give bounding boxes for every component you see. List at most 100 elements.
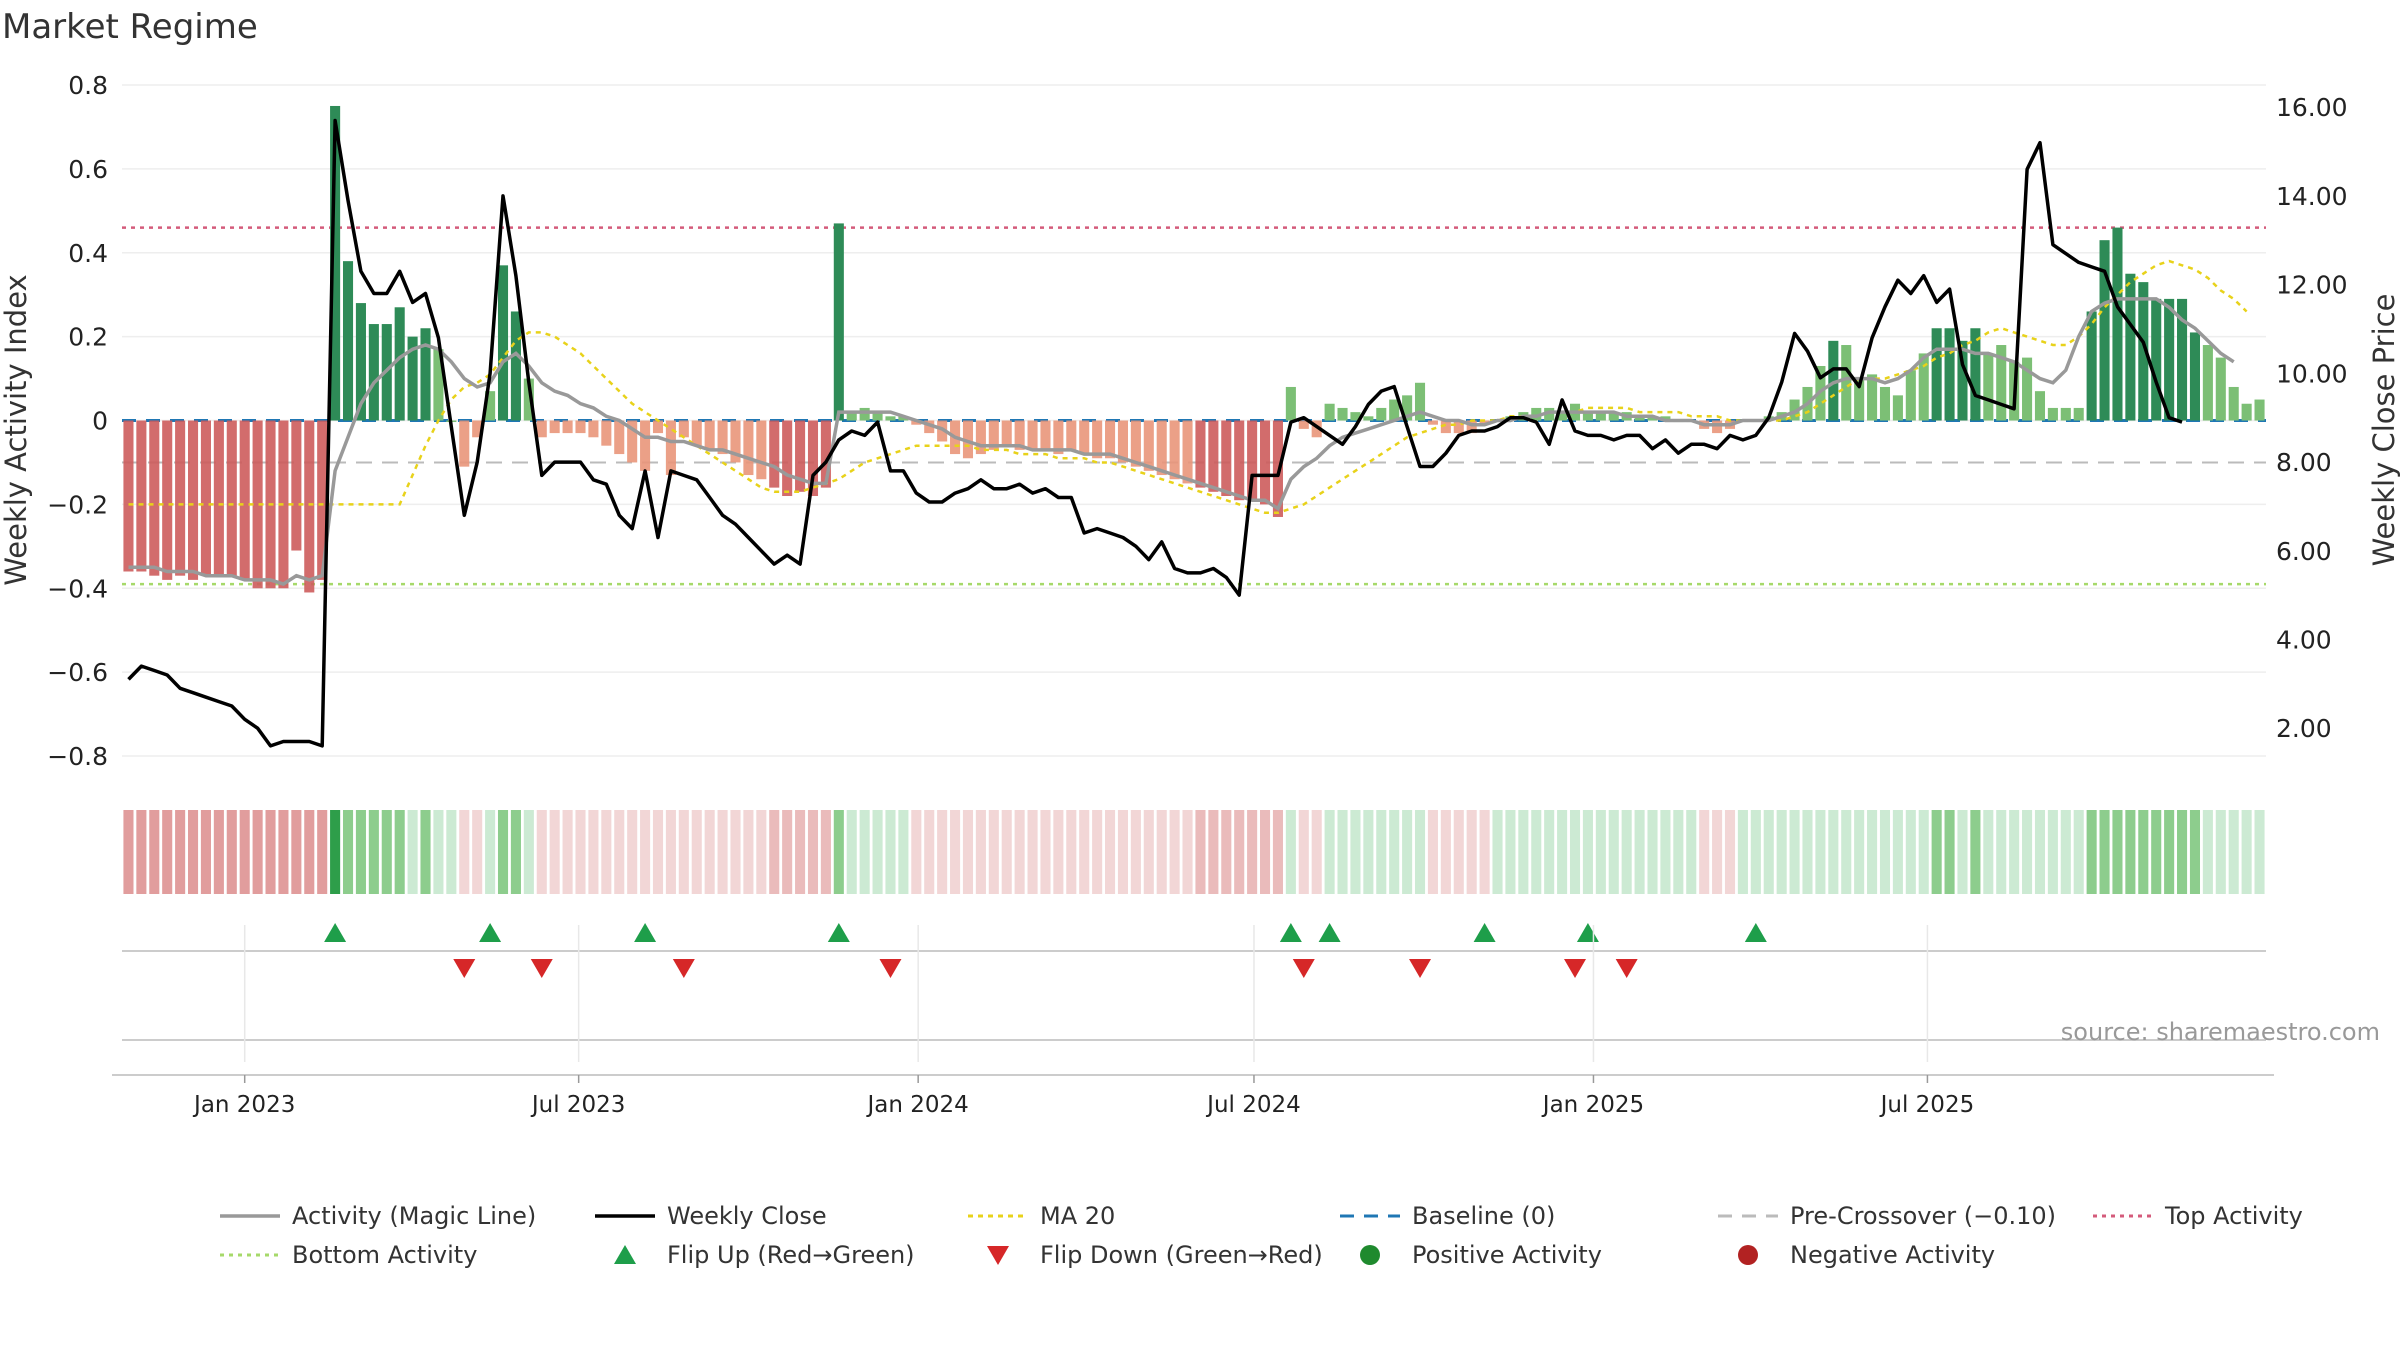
activity-bar bbox=[1389, 399, 1400, 421]
regime-cell bbox=[1686, 810, 1697, 894]
regime-cell bbox=[1841, 810, 1852, 894]
activity-bar bbox=[2086, 311, 2097, 421]
regime-cell bbox=[1879, 810, 1891, 894]
regime-cell bbox=[2151, 810, 2162, 894]
activity-bar bbox=[136, 420, 147, 572]
activity-bar bbox=[226, 420, 237, 576]
activity-bar bbox=[614, 420, 625, 455]
regime-cell bbox=[1557, 810, 1568, 894]
flip-down-marker bbox=[1292, 959, 1315, 978]
regime-cell bbox=[1673, 810, 1684, 894]
legend-item: Activity (Magic Line) bbox=[220, 1202, 536, 1230]
activity-bar bbox=[1040, 420, 1051, 450]
regime-cell bbox=[252, 810, 263, 894]
regime-cell bbox=[536, 810, 547, 894]
regime-cell bbox=[175, 810, 186, 894]
regime-cell bbox=[1479, 810, 1490, 894]
regime-cell bbox=[2254, 810, 2265, 894]
activity-bar bbox=[2073, 407, 2084, 421]
regime-cell bbox=[1983, 810, 1994, 894]
regime-cell bbox=[1066, 810, 1077, 894]
regime-cell bbox=[433, 810, 444, 894]
regime-cell bbox=[1957, 810, 1968, 894]
legend-swatch bbox=[1738, 1245, 1758, 1265]
flip-up-marker bbox=[827, 923, 850, 942]
activity-bar bbox=[588, 420, 599, 438]
activity-bar bbox=[1092, 420, 1103, 459]
y-tick-label: −0.2 bbox=[47, 490, 108, 519]
regime-cell bbox=[317, 810, 328, 894]
y2-tick-label: 6.00 bbox=[2276, 537, 2332, 566]
regime-cell bbox=[187, 810, 199, 894]
regime-cell bbox=[407, 810, 418, 894]
regime-cell bbox=[1376, 810, 1387, 894]
regime-cell bbox=[975, 810, 986, 894]
activity-bar bbox=[549, 420, 560, 434]
y-tick-label: −0.6 bbox=[47, 658, 108, 687]
regime-cell bbox=[1298, 810, 1309, 894]
activity-bar bbox=[1234, 420, 1245, 501]
activity-bar bbox=[1259, 420, 1271, 505]
activity-bar bbox=[2189, 332, 2201, 421]
activity-bar bbox=[2099, 240, 2110, 421]
activity-bar bbox=[2060, 407, 2071, 421]
regime-cell bbox=[1285, 810, 1296, 894]
activity-bar bbox=[1402, 395, 1413, 421]
activity-bar bbox=[1647, 416, 1658, 421]
activity-bar bbox=[678, 420, 689, 438]
activity-bar bbox=[1247, 420, 1258, 501]
activity-bar bbox=[1298, 420, 1309, 429]
regime-cell bbox=[472, 810, 483, 894]
regime-cell bbox=[1182, 810, 1193, 894]
regime-cell bbox=[2099, 810, 2110, 894]
regime-cell bbox=[497, 810, 509, 894]
activity-bar bbox=[433, 349, 444, 421]
regime-cell bbox=[1931, 810, 1942, 894]
regime-cell bbox=[1996, 810, 2007, 894]
regime-cell bbox=[2164, 810, 2175, 894]
reference-lines bbox=[122, 226, 2266, 586]
activity-bar bbox=[846, 412, 857, 421]
regime-cell bbox=[1130, 810, 1141, 894]
flip-down-marker bbox=[453, 959, 476, 978]
activity-bar bbox=[2164, 298, 2175, 421]
activity-bar bbox=[1608, 412, 1619, 421]
regime-cell bbox=[1337, 810, 1348, 894]
regime-cell bbox=[652, 810, 664, 894]
activity-bar bbox=[1117, 420, 1129, 463]
regime-cell bbox=[820, 810, 831, 894]
activity-bar bbox=[291, 420, 302, 551]
activity-bar bbox=[1053, 420, 1064, 455]
regime-cell bbox=[1970, 810, 1981, 894]
regime-cell bbox=[678, 810, 689, 894]
regime-cell bbox=[1854, 810, 1865, 894]
y-tick-label: 0.8 bbox=[68, 71, 108, 100]
activity-bar bbox=[1479, 420, 1490, 425]
activity-bar bbox=[1970, 328, 1981, 421]
activity-bar bbox=[2202, 345, 2213, 421]
legend-item: Negative Activity bbox=[1738, 1241, 1995, 1269]
y-tick-label: 0 bbox=[92, 407, 108, 436]
flip-up-marker bbox=[324, 923, 347, 942]
activity-bar bbox=[1363, 416, 1374, 421]
regime-cell bbox=[1892, 810, 1903, 894]
regime-cell bbox=[278, 810, 289, 894]
activity-bar bbox=[330, 105, 341, 421]
regime-cell bbox=[1402, 810, 1413, 894]
regime-cell bbox=[833, 810, 844, 894]
activity-bar bbox=[485, 391, 496, 421]
activity-bar bbox=[407, 336, 418, 421]
regime-cell bbox=[1660, 810, 1671, 894]
activity-bar bbox=[1182, 420, 1193, 484]
regime-cell bbox=[1040, 810, 1051, 894]
regime-cell bbox=[1737, 810, 1748, 894]
activity-bar bbox=[924, 420, 935, 434]
regime-cell bbox=[1466, 810, 1477, 894]
activity-bar bbox=[2022, 357, 2033, 421]
flip-up-marker bbox=[1473, 923, 1496, 942]
regime-cell bbox=[1699, 810, 1710, 894]
activity-bar bbox=[2254, 399, 2265, 421]
chart-title: Market Regime bbox=[2, 7, 258, 47]
regime-cell bbox=[149, 810, 160, 894]
activity-bar bbox=[859, 407, 870, 421]
